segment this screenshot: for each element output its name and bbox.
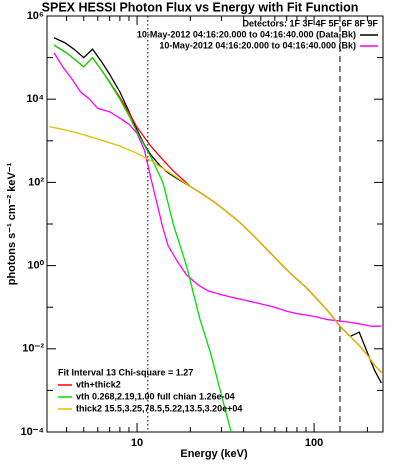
- legend-label: vth 0.268,2.19,1.00 full chian 1.26e-04: [76, 391, 235, 401]
- series-line: [49, 125, 383, 375]
- fit-annotation: Fit Interval 13 Chi-square = 1.27: [58, 367, 193, 377]
- series-line: [53, 52, 382, 327]
- plot-area: [49, 37, 383, 432]
- series-line: [53, 44, 232, 432]
- x-tick-label: 10: [131, 437, 143, 449]
- y-tick-label: 10⁻⁴: [21, 426, 44, 438]
- y-tick-label: 10⁴: [26, 93, 44, 105]
- y-axis-label: photons s⁻¹ cm⁻² keV⁻¹: [6, 162, 18, 285]
- y-tick-label: 10⁻²: [22, 343, 44, 355]
- legend-label: 10-May-2012 04:16:20.000 to 04:16:40.000…: [159, 40, 356, 50]
- series-line: [53, 44, 383, 375]
- y-tick-label: 10⁶: [27, 10, 44, 22]
- y-tick-label: 10²: [28, 176, 44, 188]
- chart-title: SPEX HESSI Photon Flux vs Energy with Fi…: [42, 0, 359, 14]
- legend-label: vth+thick2: [76, 379, 121, 389]
- legend-label: thick2 15.5,3.25,78.5,5.22,13.5,3.20e+04: [76, 403, 242, 413]
- legend-title: Detectors: 1F 3F 4F 5F 6F 8F 9F: [242, 18, 378, 28]
- legend-label: 10-May-2012 04:16:20.000 to 04:16:40.000…: [137, 29, 356, 39]
- x-tick-label: 100: [305, 437, 323, 449]
- y-tick-label: 10⁰: [27, 260, 44, 272]
- series-line: [53, 37, 382, 384]
- x-axis-label: Energy (keV): [180, 448, 248, 460]
